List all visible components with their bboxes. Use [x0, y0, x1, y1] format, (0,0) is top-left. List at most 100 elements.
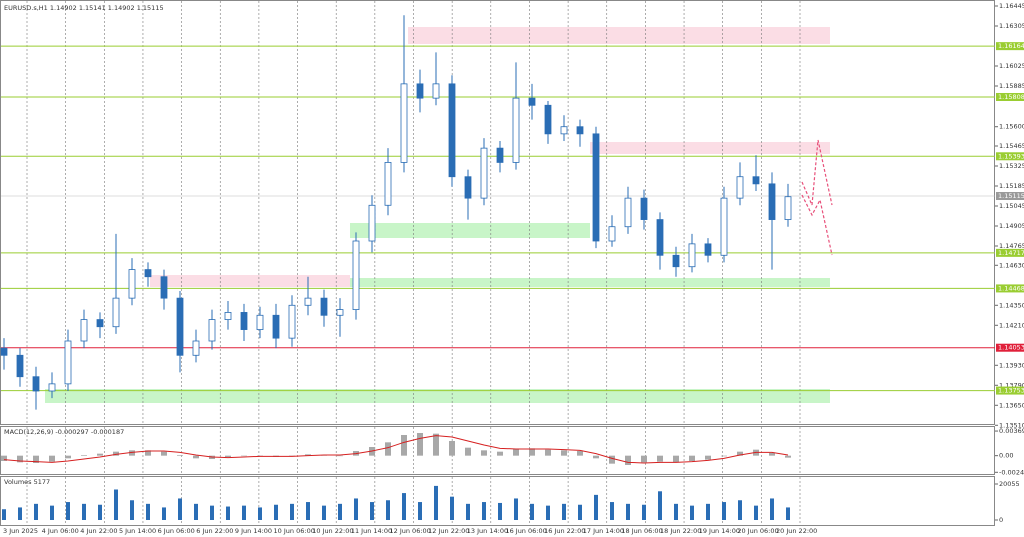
volume-bar — [66, 502, 70, 520]
volume-bar — [770, 498, 774, 520]
macd-bar — [657, 455, 663, 462]
candle-body — [400, 83, 408, 163]
macd-bar — [625, 455, 631, 465]
macd-bar — [481, 450, 487, 456]
y-tick-label: 1.15885 — [999, 82, 1024, 90]
resistance-zone — [150, 275, 350, 287]
macd-bar — [497, 451, 503, 456]
macd-bar — [81, 455, 87, 456]
volume-tick-label: 0 — [999, 516, 1003, 524]
volume-bar — [738, 500, 742, 520]
candle-body — [704, 243, 712, 256]
candle-body — [640, 197, 648, 220]
x-tick-label: 6 Jun 06:00 — [158, 527, 195, 535]
candle-body — [32, 376, 40, 392]
x-tick-label: 13 Jun 14:00 — [467, 527, 508, 535]
volume-bar — [82, 503, 86, 520]
x-tick-label: 18 Jun 06:00 — [621, 527, 662, 535]
y-tick-label: 1.15465 — [999, 142, 1024, 150]
macd-bar — [449, 441, 455, 456]
volume-bar — [578, 504, 582, 520]
candle-body — [768, 183, 776, 220]
candle-body — [272, 314, 280, 339]
candle-body — [592, 133, 600, 242]
level-label: 1.14053 — [998, 344, 1024, 352]
candle-body — [192, 340, 200, 356]
candle-body — [112, 297, 120, 328]
support-zone — [350, 278, 830, 287]
candle-body — [368, 204, 376, 242]
current-price-tag — [996, 192, 1024, 200]
macd-bar — [705, 455, 711, 460]
level-tag — [996, 93, 1024, 101]
y-tick-label: 1.16025 — [999, 62, 1024, 70]
macd-bar — [401, 435, 407, 456]
candle-body — [496, 147, 504, 163]
y-tick-label: 1.16305 — [999, 22, 1024, 30]
level-tag — [996, 386, 1024, 395]
volume-bar — [754, 505, 758, 520]
y-tick-label: 1.15185 — [999, 182, 1024, 190]
main-panel — [0, 0, 995, 425]
volume-bar — [370, 502, 374, 520]
candle-body — [784, 196, 792, 220]
candle-body — [16, 354, 24, 378]
x-tick-label: 4 Jun 22:00 — [80, 527, 117, 535]
candle-body — [256, 314, 264, 330]
volume-bar — [626, 503, 630, 520]
macd-bar — [113, 451, 119, 456]
macd-bar — [161, 451, 167, 456]
volume-bar — [546, 505, 550, 520]
volume-bar — [530, 503, 534, 520]
x-tick-label: 19 Jun 14:00 — [699, 527, 740, 535]
volume-bar — [162, 507, 166, 520]
macd-bar — [305, 454, 311, 456]
candle-body — [224, 312, 232, 320]
volume-bar — [114, 489, 118, 520]
candle-body — [160, 276, 168, 299]
volume-bar — [34, 503, 38, 520]
x-tick-label: 16 Jun 06:00 — [505, 527, 546, 535]
macd-bar — [641, 455, 647, 463]
y-tick-label: 1.16445 — [999, 2, 1024, 10]
level-label: 1.15808 — [998, 93, 1024, 101]
level-label: 1.13753 — [998, 387, 1024, 395]
volume-bar — [274, 504, 278, 520]
x-tick-label: 18 Jun 22:00 — [660, 527, 701, 535]
chart-title: EURUSD.s,H1 1.14902 1.15141 1.14902 1.15… — [4, 4, 164, 12]
candle-body — [96, 319, 104, 328]
macd-bar — [721, 455, 727, 457]
candle-body — [64, 340, 72, 385]
y-tick-label: 1.15325 — [999, 162, 1024, 170]
candle-body — [432, 83, 440, 99]
volume-bar — [450, 496, 454, 520]
volume-bar — [386, 500, 390, 520]
candle-body — [304, 297, 312, 306]
macd-bar — [193, 455, 199, 459]
x-tick-label: 10 Jun 22:00 — [312, 527, 353, 535]
macd-bar — [769, 453, 775, 456]
macd-bar — [17, 455, 23, 463]
candle-body — [576, 126, 584, 135]
volume-bar — [338, 503, 342, 520]
current-price-label: 1.15115 — [998, 192, 1024, 200]
volume-panel — [0, 476, 995, 526]
x-tick-label: 9 Jun 14:00 — [235, 527, 272, 535]
volume-bar — [50, 505, 54, 520]
y-tick-label: 1.13930 — [999, 361, 1024, 369]
macd-bar — [385, 442, 391, 456]
macd-bar — [417, 433, 423, 456]
volume-bar — [98, 504, 102, 520]
y-tick-label: 1.14350 — [999, 301, 1024, 309]
forecast-path — [801, 194, 833, 256]
candle-body — [608, 226, 616, 242]
x-tick-label: 16 Jun 22:00 — [544, 527, 585, 535]
resistance-zone — [590, 142, 830, 154]
macd-bar — [65, 455, 71, 459]
volume-bar — [178, 498, 182, 520]
volume-bar — [690, 505, 694, 520]
x-tick-label: 11 Jun 14:00 — [351, 527, 392, 535]
x-tick-label: 6 Jun 22:00 — [196, 527, 233, 535]
candle-body — [752, 176, 760, 185]
